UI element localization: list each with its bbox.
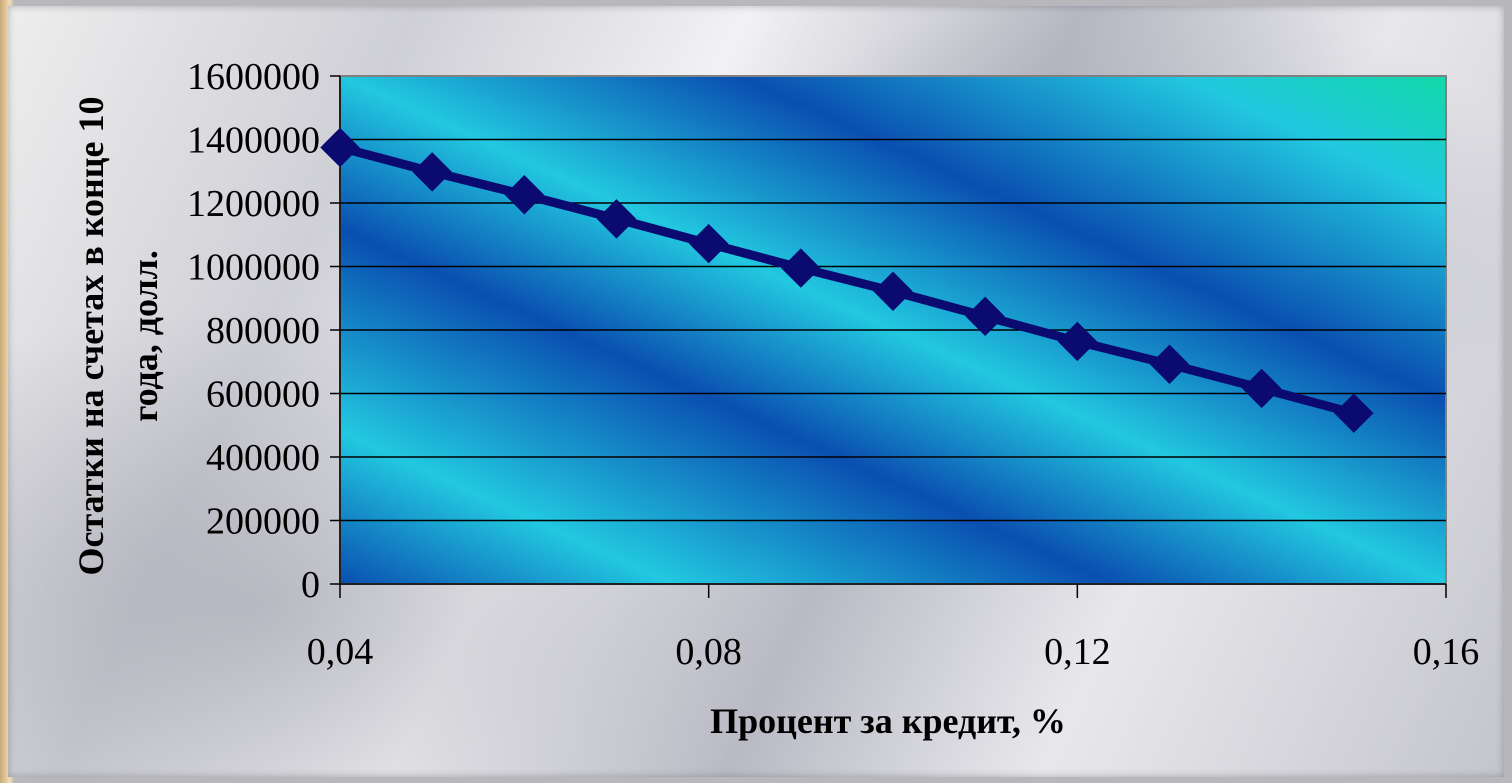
data-point-marker	[781, 248, 821, 288]
grid-lines	[340, 138, 1446, 522]
y-tick-label: 400000	[206, 437, 320, 479]
x-axis-ticks: 0,04 0,08 0,12 0,16	[307, 584, 1480, 673]
data-point-marker	[1149, 344, 1190, 384]
y-axis-title-line-1: Остатки на счетах в конце 10	[71, 97, 111, 576]
x-tick-label: 0,16	[1413, 631, 1480, 673]
x-axis-title: Процент за кредит, %	[710, 701, 1066, 741]
y-tick-label: 1000000	[187, 247, 320, 289]
series-markers	[320, 127, 1374, 433]
line-chart: 0 200000 400000 600000 800000 1000000 1200000 1…	[71, 56, 1480, 741]
y-tick-label: 0	[301, 564, 320, 606]
data-point-marker	[504, 175, 545, 215]
data-point-marker	[965, 296, 1005, 337]
y-tick-label: 1600000	[187, 56, 320, 98]
y-axis-ticks: 0 200000 400000 600000 800000 1000000 1200000 1…	[187, 56, 340, 606]
data-point-marker	[1334, 393, 1374, 433]
y-axis-title: Остатки на счетах в конце 10 года, долл.	[71, 97, 165, 576]
data-point-marker	[596, 199, 637, 239]
slide-background: 0 200000 400000 600000 800000 1000000 1200000 1…	[8, 6, 1504, 777]
data-point-marker	[1057, 321, 1098, 362]
y-tick-label: 600000	[206, 374, 320, 416]
y-tick-label: 1400000	[187, 120, 320, 162]
x-tick-label: 0,08	[675, 631, 742, 673]
y-tick-label: 1200000	[187, 183, 320, 225]
y-tick-label: 200000	[206, 501, 320, 543]
x-tick-label: 0,04	[307, 631, 374, 673]
x-tick-label: 0,12	[1044, 631, 1111, 673]
data-point-marker	[320, 127, 360, 168]
data-point-marker	[1241, 368, 1282, 409]
y-tick-label: 800000	[206, 310, 320, 352]
data-point-marker	[412, 152, 452, 192]
data-point-marker	[688, 223, 729, 264]
y-axis-title-line-2: года, долл.	[125, 250, 165, 422]
data-point-marker	[873, 271, 913, 311]
